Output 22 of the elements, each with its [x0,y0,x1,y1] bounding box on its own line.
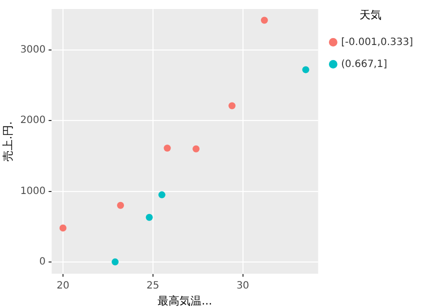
y-tick-label: 3000 [20,44,46,56]
y-tick-label: 1000 [20,186,46,197]
point [112,258,119,266]
legend-title: 天気 [360,8,382,22]
x-axis-title: 最高気温... [158,294,212,308]
point [228,102,236,110]
point [192,145,200,152]
point [302,66,310,74]
y-tick-label: 0 [39,256,46,268]
point [117,202,124,209]
y-tick-label: 2000 [20,115,46,126]
legend-label: (0.667,1] [341,58,388,70]
legend-label: [-0.001,0.333] [341,36,414,48]
y-axis-title: 売上.円. [1,121,14,162]
x-tick-label: 30 [236,280,250,292]
x-tick-label: 25 [146,280,160,292]
point [164,144,171,152]
point [260,16,268,24]
point [146,214,153,221]
point [59,224,66,232]
x-tick-label: 20 [56,280,70,292]
point [158,191,166,198]
